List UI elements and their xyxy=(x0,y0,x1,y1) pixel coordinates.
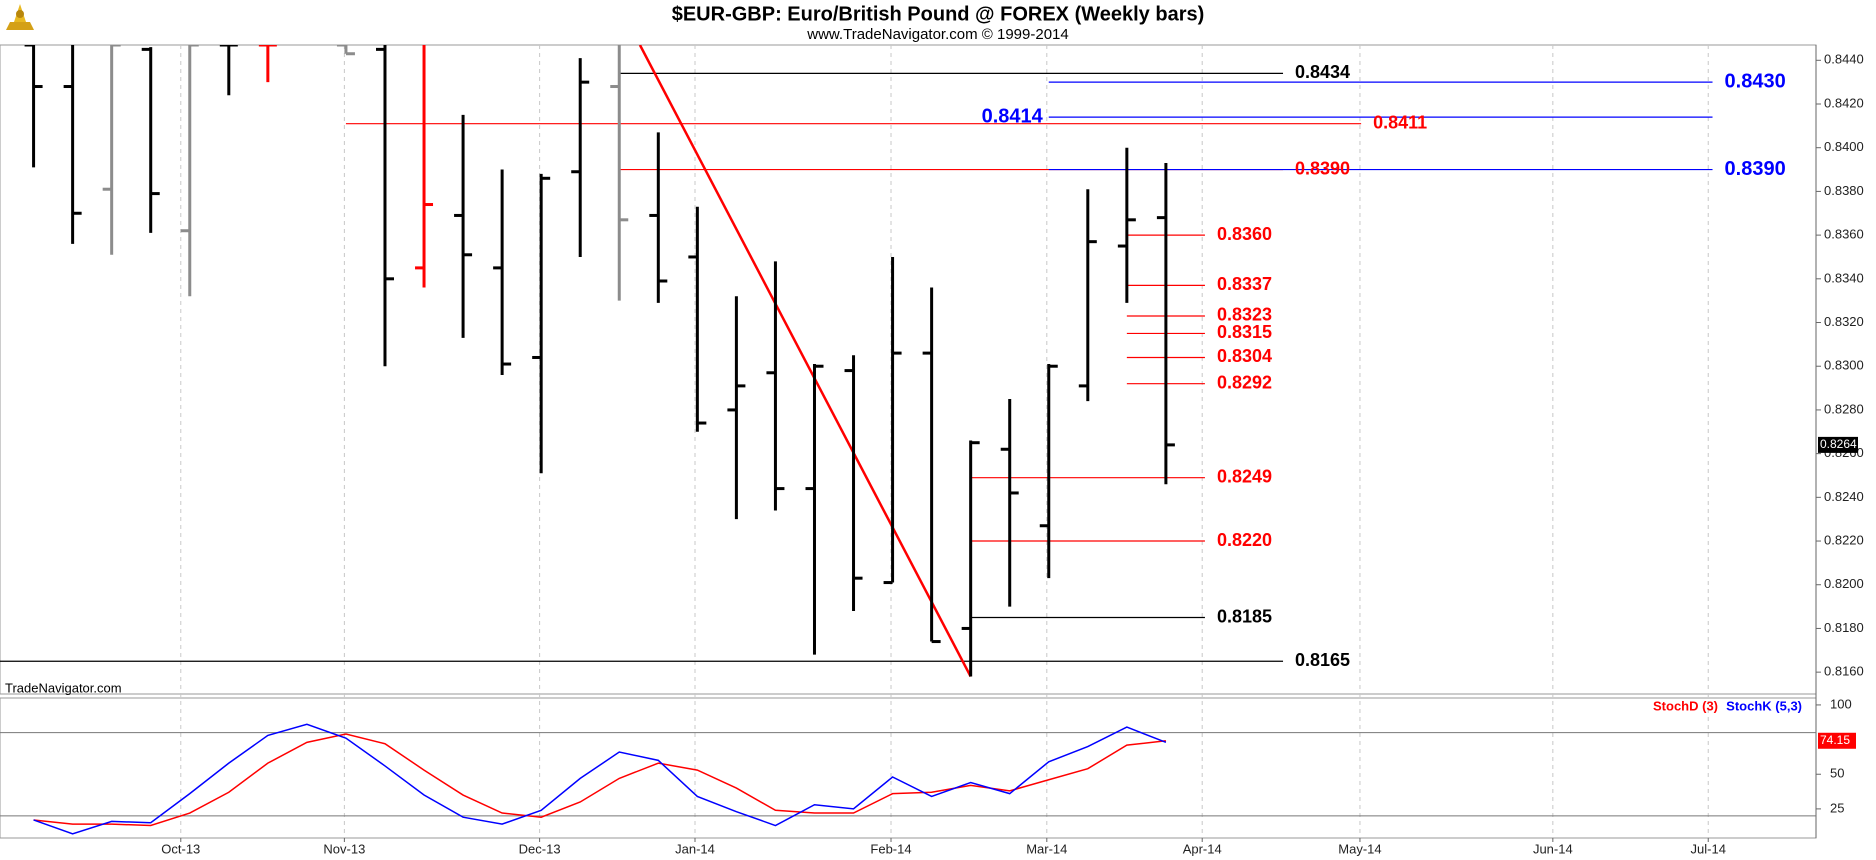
logo xyxy=(6,4,34,30)
y-tick-label: 0.8340 xyxy=(1824,270,1864,285)
y-tick-label: 0.8160 xyxy=(1824,664,1864,679)
y-tick-label: 100 xyxy=(1830,696,1852,711)
watermark: TradeNavigator.com xyxy=(5,680,122,695)
level-label: 0.8411 xyxy=(1373,112,1427,132)
y-tick-label: 0.8440 xyxy=(1824,52,1864,67)
legend-entry: StochD (3) xyxy=(1653,698,1718,713)
x-tick-label: Dec-13 xyxy=(519,841,561,856)
stoch-plot xyxy=(0,723,1816,835)
level-label: 0.8360 xyxy=(1217,224,1272,244)
y-tick-label: 0.8300 xyxy=(1824,358,1864,373)
y-tick-label: 0.8180 xyxy=(1824,620,1864,635)
x-tick-label: Mar-14 xyxy=(1026,841,1067,856)
y-tick-label: 50 xyxy=(1830,766,1844,781)
x-tick-label: Nov-13 xyxy=(323,841,365,856)
level-label: 0.8220 xyxy=(1217,530,1272,550)
x-tick-label: Jul-14 xyxy=(1691,841,1726,856)
level-label: 0.8185 xyxy=(1217,606,1272,626)
level-label: 0.8165 xyxy=(1295,650,1350,670)
value-tag xyxy=(1818,732,1856,749)
trend-line xyxy=(638,45,972,678)
level-label: 0.8315 xyxy=(1217,322,1272,342)
level-label: 0.8323 xyxy=(1217,305,1272,325)
value-tag-label: 74.15 xyxy=(1820,733,1850,747)
axis-layer: 0.81600.81800.82000.82200.82400.82600.82… xyxy=(161,52,1863,857)
stoch-line xyxy=(33,733,1166,827)
last-price-label: 0.8264 xyxy=(1820,437,1857,451)
y-tick-label: 0.8280 xyxy=(1824,401,1864,416)
last-price-tag xyxy=(1818,436,1858,453)
y-tick-label: 0.8400 xyxy=(1824,139,1864,154)
x-tick-label: Jun-14 xyxy=(1533,841,1573,856)
x-tick-label: Feb-14 xyxy=(870,841,911,856)
y-tick-label: 0.8360 xyxy=(1824,227,1864,242)
y-tick-label: 0.8240 xyxy=(1824,489,1864,504)
y-tick-label: 0.8420 xyxy=(1824,95,1864,110)
legend-entry: StochK (5,3) xyxy=(1726,698,1802,713)
level-label: 0.8249 xyxy=(1217,466,1272,486)
level-label: 0.8390 xyxy=(1295,158,1350,178)
level-label: 0.8434 xyxy=(1295,62,1350,82)
stoch-line xyxy=(33,723,1167,835)
y-tick-label: 0.8320 xyxy=(1824,314,1864,329)
chart-title: $EUR-GBP: Euro/British Pound @ FOREX (We… xyxy=(672,3,1205,25)
level-label: 0.8337 xyxy=(1217,274,1272,294)
level-label: 0.8292 xyxy=(1217,372,1272,392)
price-plot xyxy=(0,45,1713,678)
level-label: 0.8414 xyxy=(982,105,1044,127)
x-tick-label: May-14 xyxy=(1338,841,1381,856)
x-tick-label: Jan-14 xyxy=(675,841,715,856)
x-tick-label: Apr-14 xyxy=(1183,841,1222,856)
y-tick-label: 0.8380 xyxy=(1824,183,1864,198)
y-tick-label: 25 xyxy=(1830,800,1844,815)
level-label: 0.8430 xyxy=(1725,70,1786,92)
level-label: 0.8390 xyxy=(1725,158,1786,180)
level-label: 0.8304 xyxy=(1217,346,1272,366)
y-tick-label: 0.8200 xyxy=(1824,576,1864,591)
x-tick-label: Oct-13 xyxy=(161,841,200,856)
chart-subtitle: www.TradeNavigator.com © 1999-2014 xyxy=(806,26,1068,43)
y-tick-label: 0.8220 xyxy=(1824,532,1864,547)
